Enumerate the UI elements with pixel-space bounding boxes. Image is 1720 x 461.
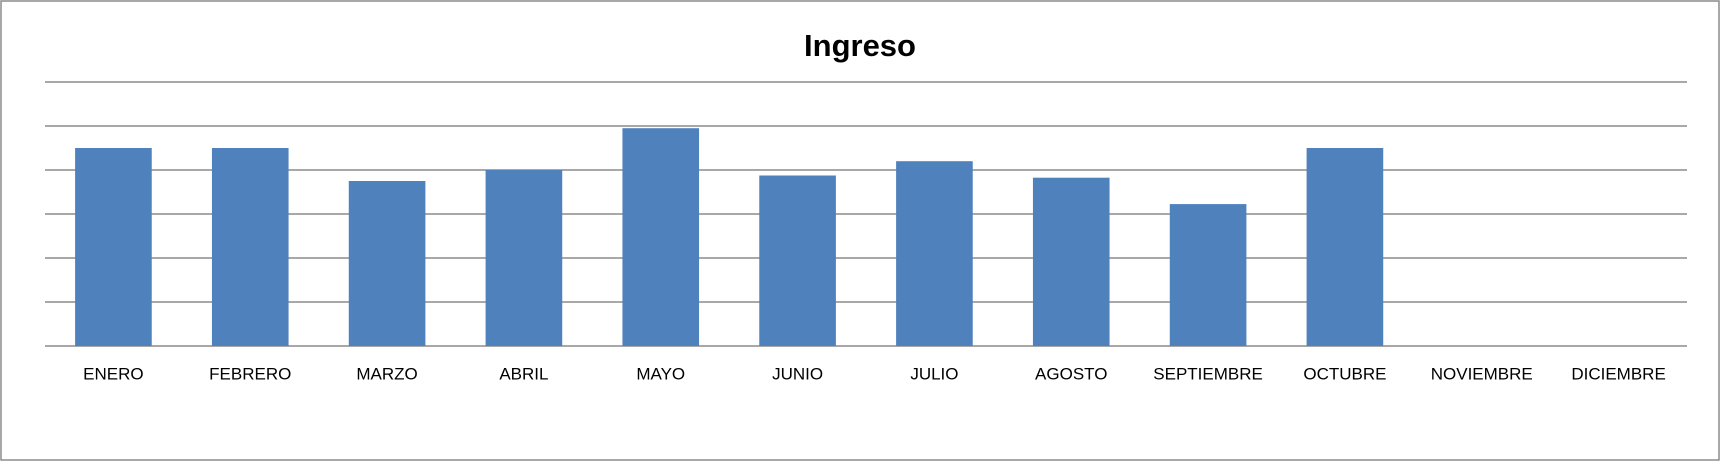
x-tick-label: FEBRERO — [209, 364, 291, 383]
bar — [485, 170, 563, 346]
bar — [622, 128, 700, 346]
x-tick-label: NOVIEMBRE — [1431, 364, 1533, 383]
x-tick-label: DICIEMBRE — [1571, 364, 1665, 383]
bar — [1306, 148, 1384, 346]
x-tick-label: MAYO — [636, 364, 685, 383]
bar — [896, 161, 973, 346]
x-tick-label: ENERO — [83, 364, 143, 383]
x-tick-label: MARZO — [356, 364, 417, 383]
x-tick-label: SEPTIEMBRE — [1153, 364, 1263, 383]
x-tick-label: JULIO — [910, 364, 958, 383]
x-tick-label: AGOSTO — [1035, 364, 1107, 383]
bar — [348, 181, 426, 346]
chart-title: Ingreso — [804, 28, 916, 63]
bar — [759, 175, 836, 346]
bar — [75, 148, 152, 346]
bar — [211, 148, 289, 346]
bar — [1169, 204, 1247, 346]
bar — [1032, 177, 1110, 346]
x-tick-label: JUNIO — [772, 364, 823, 383]
x-tick-label: ABRIL — [499, 364, 548, 383]
x-tick-label: OCTUBRE — [1303, 364, 1386, 383]
